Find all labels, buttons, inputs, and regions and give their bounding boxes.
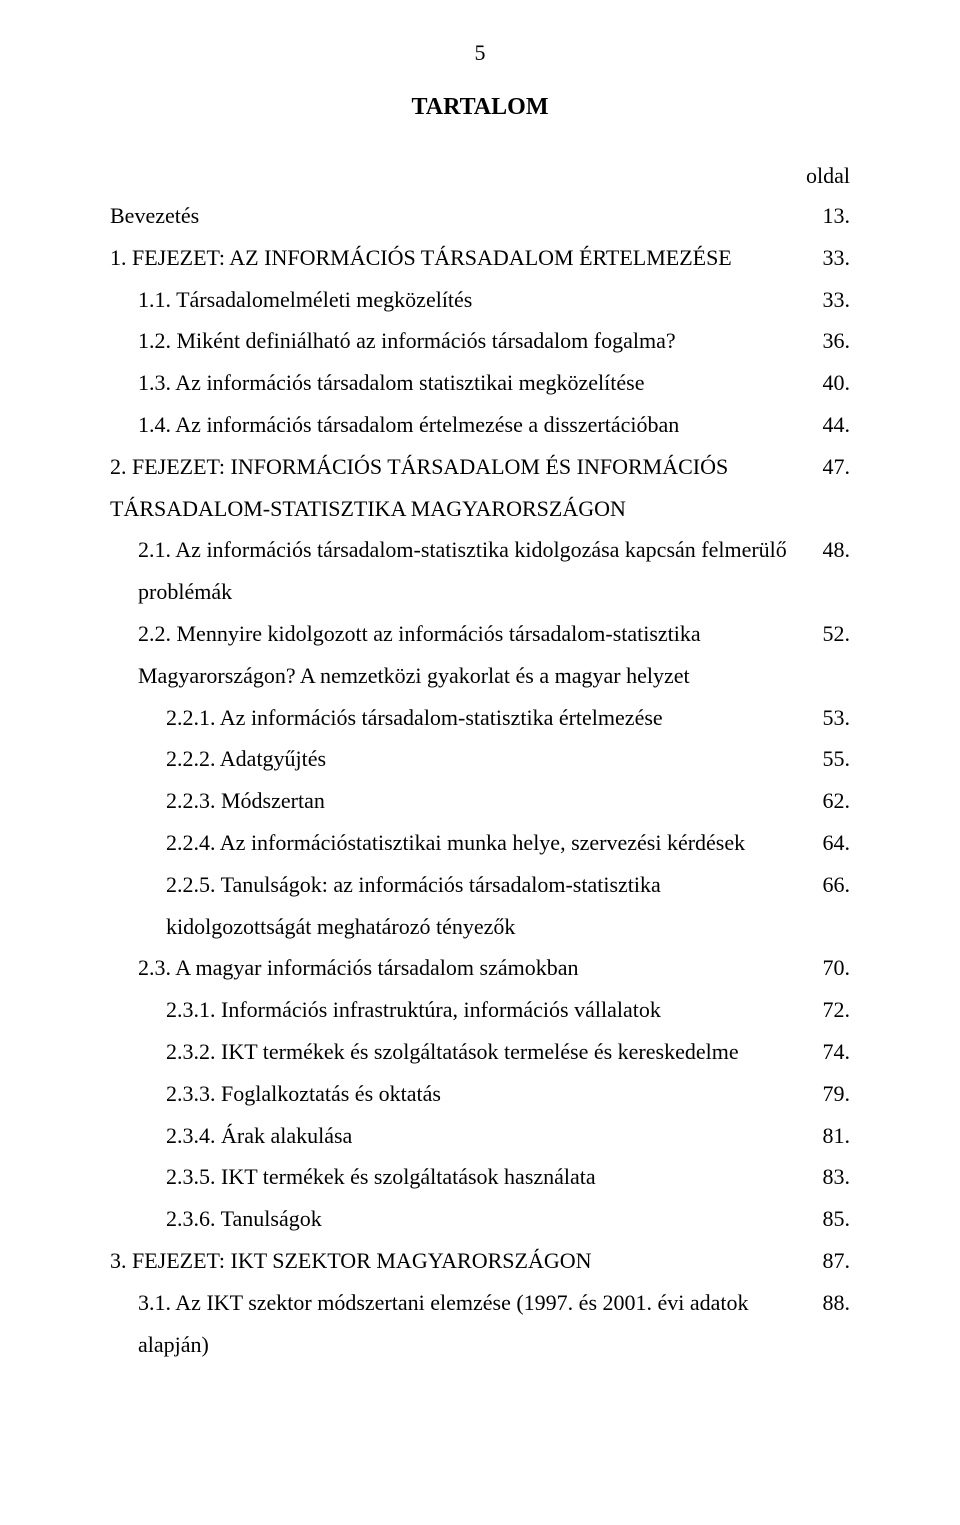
toc-entry-title: 2.3.5. IKT termékek és szolgáltatások ha… xyxy=(110,1156,823,1198)
toc-entry-title: 2. FEJEZET: INFORMÁCIÓS TÁRSADALOM ÉS IN… xyxy=(110,446,823,530)
toc-column-header: oldal xyxy=(110,163,850,189)
toc-entry-page: 53. xyxy=(823,697,851,739)
toc-entry-title: 2.2. Mennyire kidolgozott az információs… xyxy=(110,613,823,697)
toc-entry-title: 1. FEJEZET: AZ INFORMÁCIÓS TÁRSADALOM ÉR… xyxy=(110,237,823,279)
toc-entry-title: 2.1. Az információs társadalom-statiszti… xyxy=(110,529,823,613)
toc-row: 2.3.6. Tanulságok85. xyxy=(110,1198,850,1240)
toc-row: 2.1. Az információs társadalom-statiszti… xyxy=(110,529,850,613)
page-number: 5 xyxy=(110,40,850,66)
toc-row: 2.2.3. Módszertan62. xyxy=(110,780,850,822)
toc-entry-page: 64. xyxy=(823,822,851,864)
toc-entry-title: 2.2.5. Tanulságok: az információs társad… xyxy=(110,864,823,948)
toc-entry-title: 2.2.1. Az információs társadalom-statisz… xyxy=(110,697,823,739)
toc-entry-page: 72. xyxy=(823,989,851,1031)
toc-row: 2.3.4. Árak alakulása81. xyxy=(110,1115,850,1157)
toc-entry-page: 33. xyxy=(823,237,851,279)
toc-row: 2.2. Mennyire kidolgozott az információs… xyxy=(110,613,850,697)
toc-row: 2.2.5. Tanulságok: az információs társad… xyxy=(110,864,850,948)
toc-entry-page: 70. xyxy=(823,947,851,989)
toc-row: 2.3.3. Foglalkoztatás és oktatás79. xyxy=(110,1073,850,1115)
toc-entry-page: 44. xyxy=(823,404,851,446)
toc-entry-title: 2.3.6. Tanulságok xyxy=(110,1198,823,1240)
toc-row: 2.3.5. IKT termékek és szolgáltatások ha… xyxy=(110,1156,850,1198)
toc-row: Bevezetés13. xyxy=(110,195,850,237)
toc-entry-title: 2.3. A magyar információs társadalom szá… xyxy=(110,947,823,989)
toc-row: 1.3. Az információs társadalom statiszti… xyxy=(110,362,850,404)
toc-entry-page: 79. xyxy=(823,1073,851,1115)
toc-entry-title: 2.3.3. Foglalkoztatás és oktatás xyxy=(110,1073,823,1115)
toc-row: 2.3. A magyar információs társadalom szá… xyxy=(110,947,850,989)
toc-entry-page: 62. xyxy=(823,780,851,822)
toc-entry-page: 88. xyxy=(823,1282,851,1324)
toc-row: 3.1. Az IKT szektor módszertani elemzése… xyxy=(110,1282,850,1366)
document-page: 5 TARTALOM oldal Bevezetés13.1. FEJEZET:… xyxy=(0,0,960,1525)
toc-row: 2. FEJEZET: INFORMÁCIÓS TÁRSADALOM ÉS IN… xyxy=(110,446,850,530)
toc-row: 1.2. Miként definiálható az információs … xyxy=(110,320,850,362)
toc-entry-page: 36. xyxy=(823,320,851,362)
toc-entry-title: 2.3.4. Árak alakulása xyxy=(110,1115,823,1157)
toc-row: 2.2.2. Adatgyűjtés55. xyxy=(110,738,850,780)
toc-row: 1.1. Társadalomelméleti megközelítés33. xyxy=(110,279,850,321)
toc-entry-title: 3.1. Az IKT szektor módszertani elemzése… xyxy=(110,1282,823,1366)
toc-entry-title: 2.2.3. Módszertan xyxy=(110,780,823,822)
toc-row: 1. FEJEZET: AZ INFORMÁCIÓS TÁRSADALOM ÉR… xyxy=(110,237,850,279)
toc-entry-title: 3. FEJEZET: IKT SZEKTOR MAGYARORSZÁGON xyxy=(110,1240,823,1282)
toc-row: 1.4. Az információs társadalom értelmezé… xyxy=(110,404,850,446)
toc-row: 2.3.2. IKT termékek és szolgáltatások te… xyxy=(110,1031,850,1073)
toc-row: 3. FEJEZET: IKT SZEKTOR MAGYARORSZÁGON87… xyxy=(110,1240,850,1282)
toc-row: 2.2.1. Az információs társadalom-statisz… xyxy=(110,697,850,739)
toc-entry-page: 33. xyxy=(823,279,851,321)
toc-container: Bevezetés13.1. FEJEZET: AZ INFORMÁCIÓS T… xyxy=(110,195,850,1365)
toc-entry-page: 55. xyxy=(823,738,851,780)
toc-entry-page: 85. xyxy=(823,1198,851,1240)
toc-entry-title: 2.2.4. Az információstatisztikai munka h… xyxy=(110,822,823,864)
toc-entry-page: 66. xyxy=(823,864,851,906)
toc-entry-title: 2.3.1. Információs infrastruktúra, infor… xyxy=(110,989,823,1031)
toc-entry-title: 2.3.2. IKT termékek és szolgáltatások te… xyxy=(110,1031,823,1073)
toc-entry-page: 83. xyxy=(823,1156,851,1198)
toc-entry-page: 47. xyxy=(823,446,851,488)
toc-entry-page: 74. xyxy=(823,1031,851,1073)
toc-heading: TARTALOM xyxy=(110,94,850,121)
toc-entry-page: 40. xyxy=(823,362,851,404)
toc-entry-title: 1.3. Az információs társadalom statiszti… xyxy=(110,362,823,404)
toc-entry-title: Bevezetés xyxy=(110,195,823,237)
toc-entry-page: 87. xyxy=(823,1240,851,1282)
toc-entry-page: 13. xyxy=(823,195,851,237)
toc-row: 2.2.4. Az információstatisztikai munka h… xyxy=(110,822,850,864)
toc-entry-title: 1.1. Társadalomelméleti megközelítés xyxy=(110,279,823,321)
toc-row: 2.3.1. Információs infrastruktúra, infor… xyxy=(110,989,850,1031)
toc-entry-title: 2.2.2. Adatgyűjtés xyxy=(110,738,823,780)
toc-entry-page: 48. xyxy=(823,529,851,571)
toc-entry-title: 1.4. Az információs társadalom értelmezé… xyxy=(110,404,823,446)
toc-entry-title: 1.2. Miként definiálható az információs … xyxy=(110,320,823,362)
toc-entry-page: 52. xyxy=(823,613,851,655)
toc-entry-page: 81. xyxy=(823,1115,851,1157)
